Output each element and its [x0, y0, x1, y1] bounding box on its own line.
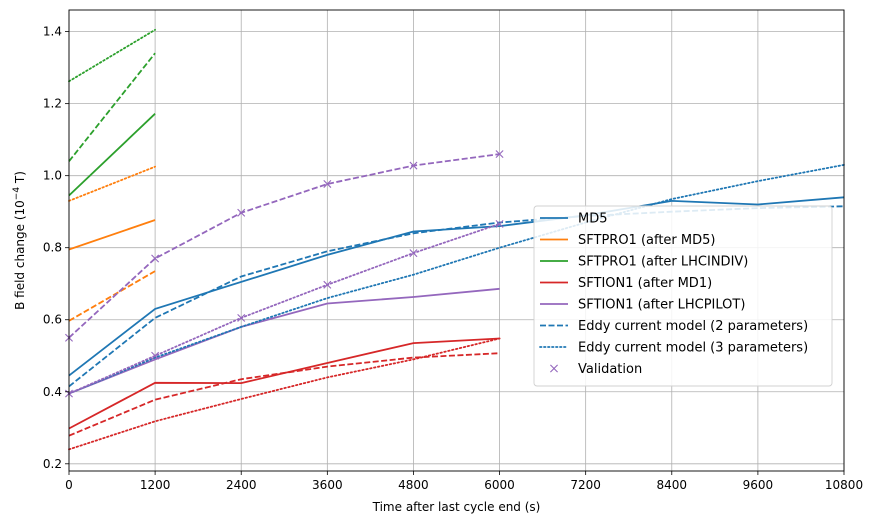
validation-marker	[151, 351, 160, 360]
y-tick-label: 0.6	[43, 313, 62, 327]
x-axis-label: Time after last cycle end (s)	[372, 500, 541, 514]
legend-label: SFTION1 (after MD1)	[578, 276, 712, 291]
legend-label: SFTPRO1 (after LHCINDIV)	[578, 255, 748, 270]
series-line-1-solid	[68, 219, 156, 251]
validation-marker	[237, 208, 246, 217]
series-line-8-dotted	[68, 165, 157, 202]
legend-box	[533, 205, 833, 387]
validation-marker	[495, 150, 504, 159]
series-line-12-dotted	[68, 337, 501, 451]
legend-entry: SFTION1 (after MD1)	[540, 276, 712, 291]
x-tick-label: 6000	[484, 478, 515, 492]
validation-marker	[409, 249, 418, 258]
legend-entry: SFTPRO1 (after MD5)	[540, 233, 715, 248]
validation-markers	[65, 150, 504, 398]
legend-label: MD5	[578, 212, 608, 227]
y-axis-ticks: 0.2 0.4 0.6 0.8 1.0 1.2 1.4	[43, 25, 69, 471]
x-tick-label: 0	[65, 478, 73, 492]
validation-marker	[237, 313, 246, 322]
y-tick-label: 1.4	[43, 25, 62, 39]
series-line-7-dashed	[68, 270, 156, 322]
y-tick-label: 0.8	[43, 241, 62, 255]
series-line-10-dotted	[68, 28, 157, 83]
x-tick-label: 2400	[226, 478, 257, 492]
series-line-14-dotted	[68, 222, 501, 395]
x-tick-label: 7200	[570, 478, 601, 492]
legend-entry: SFTION1 (after LHCPILOT)	[540, 298, 745, 313]
series-line-4-solid	[68, 287, 500, 395]
legend-entry: SFTPRO1 (after LHCINDIV)	[540, 255, 748, 270]
legend-label: Validation	[578, 362, 642, 377]
validation-marker	[409, 161, 418, 170]
legend-entry: MD5	[540, 212, 608, 227]
legend-entry: Eddy current model (2 parameters)	[540, 319, 808, 334]
series-line-13-dashed	[68, 153, 500, 339]
plot-frame	[68, 9, 845, 472]
y-axis-label-exponent: −4	[12, 187, 22, 201]
y-tick-label: 1.2	[43, 97, 62, 111]
x-tick-label: 4800	[398, 478, 429, 492]
series-line-11-dashed	[68, 352, 500, 437]
y-axis-label: B field change (10−4 T)	[12, 171, 27, 310]
legend-label: SFTION1 (after LHCPILOT)	[578, 298, 745, 313]
series-line-3-solid	[68, 337, 500, 430]
y-tick-label: 0.4	[43, 385, 62, 399]
legend-label: Eddy current model (2 parameters)	[578, 319, 808, 334]
legend-entry: Validation	[550, 362, 642, 377]
x-tick-label: 1200	[140, 478, 171, 492]
validation-marker	[151, 254, 160, 263]
x-tick-label: 3600	[312, 478, 343, 492]
x-tick-label: 10800	[825, 478, 863, 492]
legend-label: Eddy current model (3 parameters)	[578, 341, 808, 356]
legend-label: SFTPRO1 (after MD5)	[578, 233, 715, 248]
validation-marker	[323, 280, 332, 289]
series-line-6-dotted	[68, 163, 845, 395]
y-axis-label-unit: T)	[13, 171, 27, 187]
y-tick-label: 0.2	[43, 457, 62, 471]
x-tick-label: 9600	[743, 478, 774, 492]
series-line-2-solid	[68, 113, 156, 197]
x-axis-ticks: 0 1200 2400 3600 4800 6000 7200 8400 9600 10800	[65, 471, 863, 492]
validation-marker	[495, 219, 504, 228]
y-axis-label-main: B field change (10	[13, 200, 27, 310]
legend: MD5 SFTPRO1 (after MD5) SFTPRO1 (after LHC…	[533, 205, 833, 387]
validation-marker	[323, 179, 332, 188]
x-tick-label: 8400	[657, 478, 688, 492]
y-tick-label: 1.0	[43, 169, 62, 183]
series-line-9-dashed	[68, 52, 156, 162]
legend-entry: Eddy current model (3 parameters)	[539, 341, 808, 356]
